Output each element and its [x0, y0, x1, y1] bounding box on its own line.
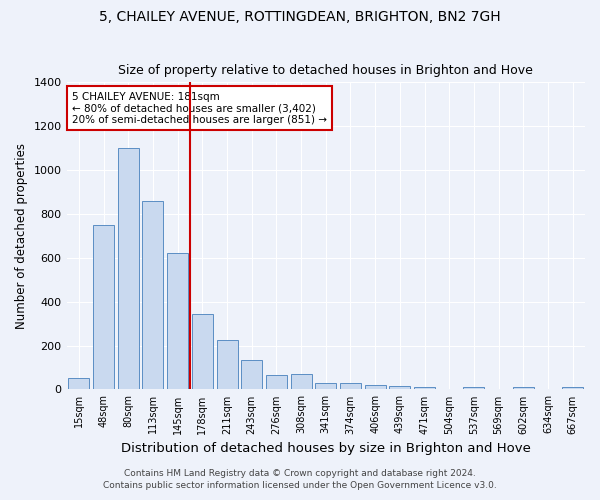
Bar [192, 314, 213, 390]
Text: 5, CHAILEY AVENUE, ROTTINGDEAN, BRIGHTON, BN2 7GH: 5, CHAILEY AVENUE, ROTTINGDEAN, BRIGHTON… [99, 10, 501, 24]
Title: Size of property relative to detached houses in Brighton and Hove: Size of property relative to detached ho… [118, 64, 533, 77]
Bar [389, 386, 410, 390]
Bar [463, 387, 484, 390]
Bar [167, 254, 188, 390]
Bar [340, 383, 361, 390]
Bar [266, 375, 287, 390]
Bar [68, 378, 89, 390]
Bar [217, 340, 238, 390]
Text: Contains HM Land Registry data © Crown copyright and database right 2024.
Contai: Contains HM Land Registry data © Crown c… [103, 468, 497, 490]
Text: 5 CHAILEY AVENUE: 181sqm
← 80% of detached houses are smaller (3,402)
20% of sem: 5 CHAILEY AVENUE: 181sqm ← 80% of detach… [72, 92, 327, 124]
Bar [241, 360, 262, 390]
Bar [365, 384, 386, 390]
Bar [142, 201, 163, 390]
Bar [562, 387, 583, 390]
Bar [414, 387, 435, 390]
Y-axis label: Number of detached properties: Number of detached properties [15, 143, 28, 329]
Bar [315, 383, 336, 390]
Bar [513, 387, 534, 390]
Bar [290, 374, 311, 390]
X-axis label: Distribution of detached houses by size in Brighton and Hove: Distribution of detached houses by size … [121, 442, 531, 455]
Bar [118, 148, 139, 390]
Bar [93, 225, 114, 390]
